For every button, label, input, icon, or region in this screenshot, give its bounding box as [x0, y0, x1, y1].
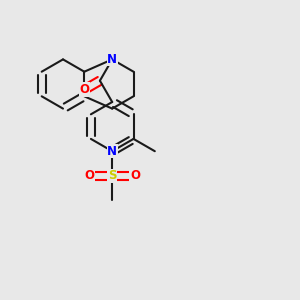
Text: N: N — [107, 145, 117, 158]
Text: N: N — [107, 53, 117, 66]
Text: O: O — [80, 83, 90, 96]
Text: O: O — [84, 169, 94, 182]
Text: O: O — [130, 169, 140, 182]
Text: S: S — [108, 169, 116, 182]
